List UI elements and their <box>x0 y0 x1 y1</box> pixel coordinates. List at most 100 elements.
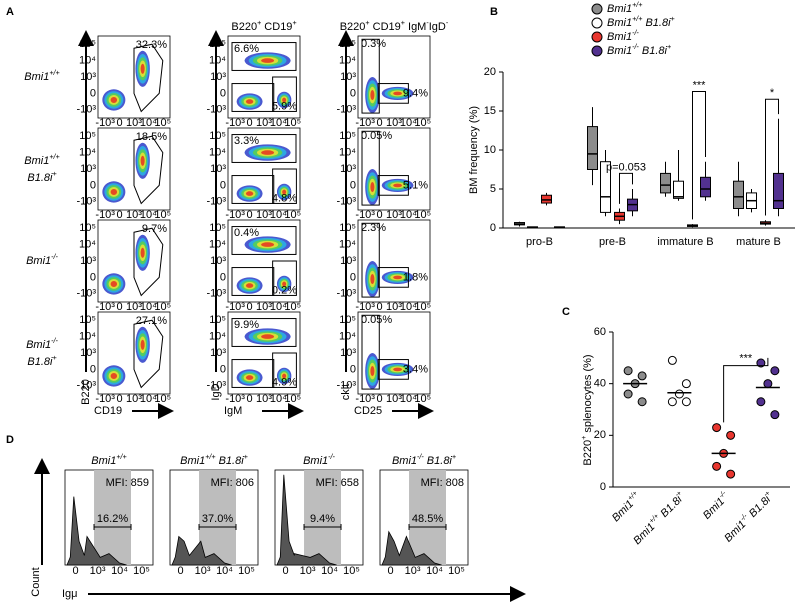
dot <box>726 430 736 440</box>
row-label: B1.8i+ <box>27 170 56 184</box>
y-axis-label-part: B220 <box>582 440 594 466</box>
gate-percent: 3.4% <box>403 363 428 375</box>
x-tick-label-part: + <box>675 489 684 498</box>
gate-percent: 48.5% <box>412 513 443 525</box>
legend-label-part: -/- <box>632 29 639 37</box>
gate-percent: 18.5% <box>136 131 167 143</box>
significance-bracket <box>692 91 706 220</box>
flow-tick-label: 10⁵ <box>209 38 226 50</box>
histogram <box>381 530 442 566</box>
density <box>110 280 118 287</box>
column-header-part: CD19 <box>261 21 292 33</box>
column-header: B220+ CD19+ IgM-IgD- <box>340 19 449 33</box>
hist-tick-label: 10³ <box>90 565 106 577</box>
flow-tick-label: -10³ <box>95 393 115 405</box>
flow-tick-label: 10⁵ <box>79 222 96 234</box>
hist-tick-label: 10⁴ <box>216 565 233 577</box>
mfi-prefix: MFI: <box>316 477 338 489</box>
dot <box>770 366 780 376</box>
gate-percent: 32.3% <box>136 39 167 51</box>
gate-bar <box>303 524 342 530</box>
gate-percent: 0.2% <box>272 284 297 296</box>
row-label: Bmi1-/- <box>26 253 58 267</box>
flow-tick-label: 10⁵ <box>284 209 301 221</box>
flow-tick-label: 10³ <box>256 301 272 313</box>
histogram <box>66 496 127 566</box>
flow-tick-label: 0 <box>90 179 96 191</box>
gate <box>361 222 380 298</box>
flow-tick-label: 10⁵ <box>209 222 226 234</box>
flow-tick-label: 10³ <box>80 163 96 175</box>
gate-region <box>304 470 341 565</box>
flow-tick-label: 0 <box>220 363 226 375</box>
hist-tick-label: 10⁴ <box>111 565 128 577</box>
flow-tick-label: -10³ <box>355 117 375 129</box>
flow-tick-label: 10³ <box>80 255 96 267</box>
row-label-part: B1.8i <box>27 356 53 368</box>
flow-tick-label: 10⁴ <box>270 117 287 129</box>
mfi-label: MFI: 859 <box>106 477 149 489</box>
legend-marker <box>591 3 603 15</box>
flow-tick-label: 10⁴ <box>209 331 226 343</box>
flow-tick-label: 10³ <box>340 71 356 83</box>
x-tick-label-part: Bmi1 <box>631 521 657 547</box>
legend-label-part: B1.8i <box>639 45 668 57</box>
flow-tick-label: 10³ <box>126 117 142 129</box>
x-tick-label: mature B <box>736 236 781 248</box>
gate <box>377 359 409 380</box>
column-header-part: - <box>426 19 429 27</box>
box <box>587 126 598 170</box>
flow-tick-label: 10³ <box>126 393 142 405</box>
x-tick-label-part: B1.8i <box>656 493 685 522</box>
dot <box>623 366 633 376</box>
flow-tick-label: 10⁵ <box>79 314 96 326</box>
histogram-title-part: Bmi1 <box>91 455 116 467</box>
histogram-title-part: + <box>452 453 456 461</box>
hist-tick-label: 10⁵ <box>343 565 360 577</box>
flow-tick-label: 10³ <box>386 301 402 313</box>
y-axis-label: IgD <box>210 383 222 400</box>
legend-label-part: + <box>671 15 675 23</box>
gate <box>272 260 297 296</box>
flow-tick-label: -10³ <box>225 301 245 313</box>
legend-label-part: Bmi1 <box>607 17 632 29</box>
y-tick-label: 5 <box>490 183 496 195</box>
significance-bracket <box>619 172 633 204</box>
dot <box>770 410 780 420</box>
histogram-title-part: Bmi1 <box>180 455 205 467</box>
significance-bracket <box>723 357 769 423</box>
gate <box>377 267 409 288</box>
flow-tick-label: 10⁵ <box>284 301 301 313</box>
flow-tick-label: 10³ <box>340 163 356 175</box>
density <box>140 155 145 166</box>
flow-tick-label: 10⁵ <box>209 130 226 142</box>
histogram-title: Bmi1+/+ B1.8i+ <box>180 453 248 467</box>
gate-percent: 27.1% <box>136 315 167 327</box>
histogram-title-part: Bmi1 <box>303 455 328 467</box>
legend-marker <box>591 45 603 57</box>
flow-tick-label: 10⁴ <box>209 147 226 159</box>
gate <box>133 135 164 205</box>
flow-tick-label: 10³ <box>256 117 272 129</box>
flow-tick-label: 0 <box>117 209 123 221</box>
box <box>660 172 671 194</box>
box <box>773 172 784 209</box>
y-axis-label: ckit <box>340 384 352 401</box>
gate-percent: 9.4% <box>403 87 428 99</box>
gate-bar <box>408 524 447 530</box>
column-header-part: + <box>257 19 261 27</box>
legend-label: Bmi1-/- B1.8i+ <box>607 43 671 57</box>
row-label-part: B1.8i <box>27 172 53 184</box>
x-tick-label: pro-B <box>526 236 553 248</box>
column-header-part: + <box>292 19 296 27</box>
x-tick-label: Bmi1-/- B1.8i+ <box>721 489 776 544</box>
panel-letter: C <box>562 306 570 318</box>
y-axis-label: BM frequency (%) <box>468 106 480 194</box>
flow-tick-label: 10³ <box>210 163 226 175</box>
gate-percent: 1.8% <box>403 271 428 283</box>
flow-tick-label: 0 <box>377 117 383 129</box>
gate-percent: 4.8% <box>272 192 297 204</box>
mfi-label: MFI: 808 <box>421 477 464 489</box>
column-header: B220+ CD19+ <box>231 19 296 33</box>
gate <box>231 359 275 388</box>
